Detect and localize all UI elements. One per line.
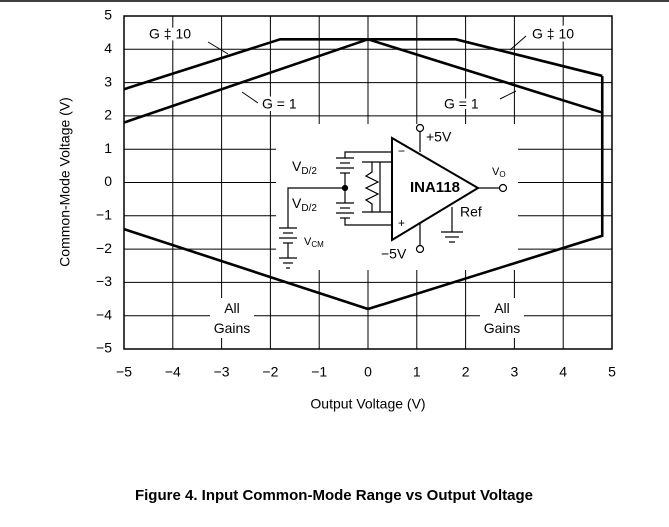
series-label: All Gains	[480, 298, 524, 338]
series-label-box: All Gains	[210, 298, 254, 338]
curves	[123, 37, 604, 311]
y-tick-label: −5	[96, 340, 112, 356]
vd2-label-bottom: VD/2	[292, 195, 317, 214]
caption: Figure 4. Input Common-Mode Range vs Out…	[135, 487, 533, 504]
leader-line	[509, 35, 527, 51]
x-tick-label: −5	[116, 364, 132, 380]
curve	[123, 37, 603, 124]
series-label: G ‡ 10	[149, 26, 191, 42]
leader-line	[207, 41, 229, 55]
x-tick-label: 0	[364, 364, 372, 380]
plus-sign: +	[398, 216, 405, 230]
x-tick-label: 4	[559, 364, 567, 380]
minus-sign: −	[398, 144, 405, 158]
series-label: G = 1	[444, 96, 479, 112]
inset-background	[276, 124, 518, 270]
vd2-label-top: VD/2	[292, 158, 317, 177]
x-tick-label: −1	[311, 364, 327, 380]
amplifier-label: INA118	[410, 179, 460, 196]
ref-label: Ref	[460, 204, 482, 220]
y-tick-label: −4	[96, 306, 112, 322]
y-tick-label: 5	[104, 7, 112, 23]
series-label: G = 1	[262, 96, 297, 112]
leader-line	[241, 91, 259, 104]
y-axis-label: Common-Mode Voltage (V)	[57, 97, 73, 267]
x-tick-label: −4	[165, 364, 181, 380]
x-axis-label: Output Voltage (V)	[310, 396, 425, 412]
curve	[123, 75, 604, 311]
x-tick-label: −2	[262, 364, 278, 380]
series-label-box: All Gains	[480, 298, 524, 338]
series-label: G ‡ 10	[532, 26, 574, 42]
y-tick-label: −3	[96, 273, 112, 289]
negative-supply: −5V	[381, 246, 407, 262]
x-tick-label: 3	[511, 364, 519, 380]
y-tick-label: 0	[104, 173, 112, 189]
x-tick-label: −3	[214, 364, 230, 380]
output-label: VO	[492, 166, 506, 179]
annotations: G ‡ 10 G ‡ 10 G = 1 G = 1 All Gains All Gains	[146, 23, 577, 338]
curve	[123, 38, 603, 91]
y-tick-label: 4	[104, 40, 112, 56]
x-tick-label: 1	[413, 364, 421, 380]
leader-line	[499, 90, 517, 100]
y-tick-label: 2	[104, 107, 112, 123]
series-label: All Gains	[210, 298, 254, 338]
plot-frame	[123, 15, 613, 350]
positive-supply: +5V	[426, 129, 452, 145]
vcm-label: VCM	[304, 236, 324, 249]
y-tick-label: −1	[96, 207, 112, 223]
inset-circuit	[279, 123, 508, 269]
x-tick-label: 2	[462, 364, 470, 380]
y-tick-label: −2	[96, 240, 112, 256]
x-tick-label: 5	[608, 364, 616, 380]
y-tick-label: 3	[104, 73, 112, 89]
y-tick-label: 1	[104, 140, 112, 156]
